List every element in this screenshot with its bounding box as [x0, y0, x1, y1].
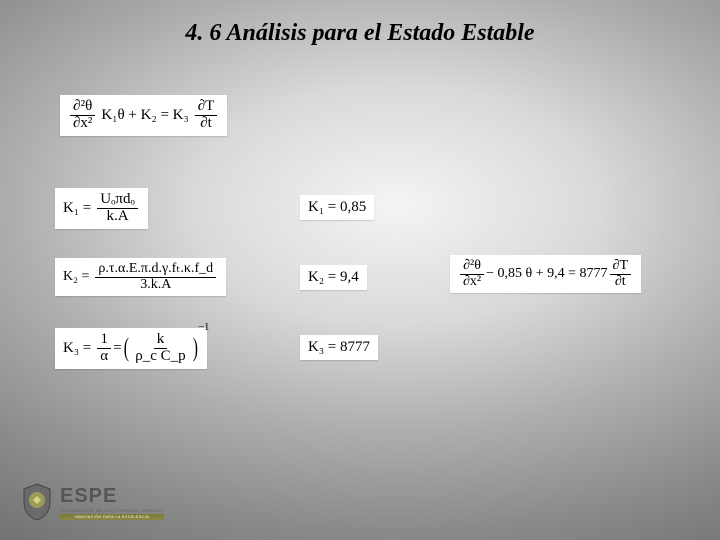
k2-pre: K₂ =: [63, 269, 93, 285]
eq-main-rhs-num: ∂T: [195, 99, 218, 116]
k3-eq: =: [113, 340, 121, 357]
k3-m1-den: α: [97, 349, 111, 365]
final-rhs-num: ∂T: [610, 259, 631, 275]
eq-main-lhs-num: ∂²θ: [70, 99, 95, 116]
k2-num: ρ.τ.α.E.π.d.γ.fₜ.κ.f_d: [95, 262, 216, 278]
slide: 4. 6 Análisis para el Estado Estable ∂²θ…: [0, 0, 720, 540]
final-mid: − 0,85 θ + 9,4 = 8777: [486, 266, 607, 282]
k1-den: k.A: [104, 209, 132, 225]
k2-val: K₂ = 9,4: [308, 269, 359, 286]
k3-m2-den: ρ_c C_p: [132, 349, 188, 365]
logo-name: ESPE: [60, 485, 164, 508]
eq-final: ∂²θ ∂x² − 0,85 θ + 9,4 = 8777 ∂T ∂t: [450, 255, 641, 293]
k1-pre: K₁ =: [63, 200, 95, 217]
logo-sub: UNIVERSIDAD DE LAS FUERZAS ARMADAS: [60, 508, 164, 513]
k1-val: K₁ = 0,85: [308, 199, 366, 216]
final-lhs-den: ∂x²: [460, 275, 484, 290]
k2-den: 3.k.A: [137, 278, 174, 293]
eq-main-rhs-den: ∂t: [197, 116, 215, 132]
final-lhs-num: ∂²θ: [460, 259, 484, 275]
k3-pre: K₃ =: [63, 340, 95, 357]
final-rhs-den: ∂t: [612, 275, 629, 290]
eq-k2-val: K₂ = 9,4: [300, 265, 367, 290]
shield-icon: [20, 482, 54, 522]
k3-m2-num: k: [154, 332, 168, 349]
eq-k1-val: K₁ = 0,85: [300, 195, 374, 220]
logo-motto: INNOVACIÓN PARA LA EXCELENCIA: [75, 515, 150, 519]
eq-main-mid: K₁θ + K₂ = K₃: [97, 107, 192, 124]
eq-main: ∂²θ ∂x² K₁θ + K₂ = K₃ ∂T ∂t: [60, 95, 227, 136]
k1-num: Uₒπdₒ: [97, 192, 138, 209]
eq-main-lhs-den: ∂x²: [70, 116, 95, 132]
k3-m1-num: 1: [97, 332, 111, 349]
espe-logo: ESPE UNIVERSIDAD DE LAS FUERZAS ARMADAS …: [20, 482, 164, 522]
eq-k2-def: K₂ = ρ.τ.α.E.π.d.γ.fₜ.κ.f_d 3.k.A: [55, 258, 226, 296]
k3-val: K₃ = 8777: [308, 339, 370, 356]
eq-k3-val: K₃ = 8777: [300, 335, 378, 360]
eq-k1-def: K₁ = Uₒπdₒ k.A: [55, 188, 148, 229]
section-title: 4. 6 Análisis para el Estado Estable: [0, 20, 720, 47]
eq-k3-def: K₃ = 1 α = ( k ρ_c C_p ) −1: [55, 328, 207, 369]
